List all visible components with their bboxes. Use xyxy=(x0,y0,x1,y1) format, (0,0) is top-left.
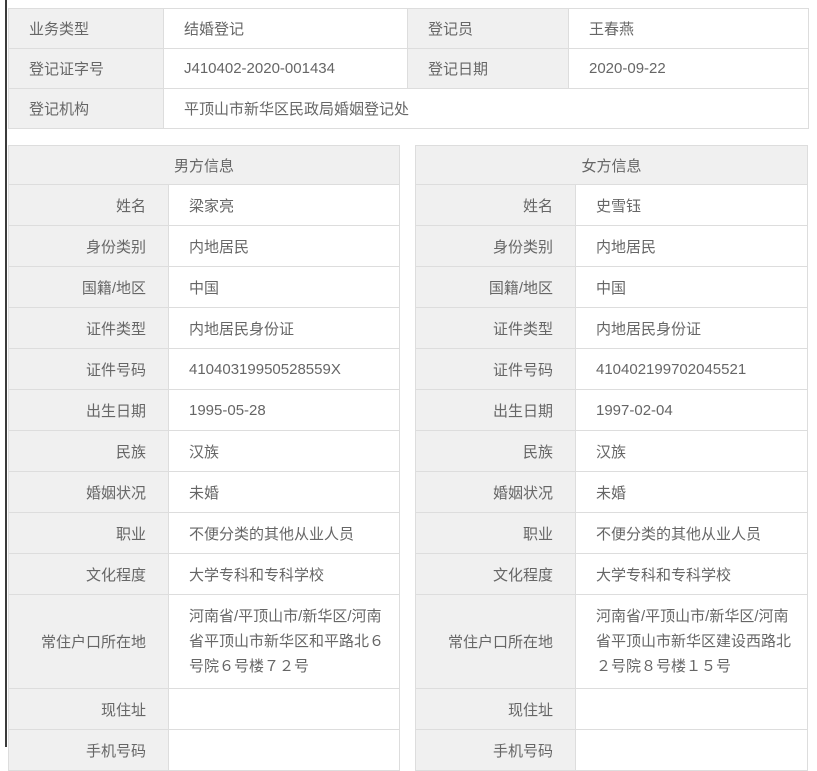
field-label-household-address: 常住户口所在地 xyxy=(415,594,576,689)
field-label-registration-office: 登记机构 xyxy=(8,88,164,129)
table-row: 婚姻状况 未婚 xyxy=(8,471,400,513)
field-label-occupation: 职业 xyxy=(8,512,169,554)
table-row: 国籍/地区 中国 xyxy=(8,266,400,308)
table-row: 姓名 梁家亮 xyxy=(8,184,400,226)
field-label-education: 文化程度 xyxy=(415,553,576,595)
field-value-registration-office: 平顶山市新华区民政局婚姻登记处 xyxy=(163,88,809,129)
field-value-marital-status: 未婚 xyxy=(575,471,808,513)
field-label-mobile-number: 手机号码 xyxy=(8,729,169,771)
field-value-household-address: 河南省/平顶山市/新华区/河南省平顶山市新华区和平路北６号院６号楼７２号 xyxy=(168,594,400,689)
field-value-certificate-no: J410402-2020-001434 xyxy=(163,48,408,89)
table-row: 登记证字号 J410402-2020-001434 登记日期 2020-09-2… xyxy=(8,48,809,89)
table-row: 文化程度 大学专科和专科学校 xyxy=(415,553,808,595)
table-row: 证件号码 41040319950528559X xyxy=(8,348,400,390)
field-value-mobile-number xyxy=(168,729,400,771)
field-label-nationality: 国籍/地区 xyxy=(415,266,576,308)
field-value-id-number: 41040319950528559X xyxy=(168,348,400,390)
field-label-current-address: 现住址 xyxy=(415,688,576,730)
table-row: 国籍/地区 中国 xyxy=(415,266,808,308)
field-label-nationality: 国籍/地区 xyxy=(8,266,169,308)
field-label-marital-status: 婚姻状况 xyxy=(8,471,169,513)
male-info-header: 男方信息 xyxy=(8,145,400,185)
table-row: 证件号码 410402199702045521 xyxy=(415,348,808,390)
field-label-id-type: 证件类型 xyxy=(8,307,169,349)
table-row: 现住址 xyxy=(8,688,400,730)
table-row: 手机号码 xyxy=(8,729,400,771)
field-value-nationality: 中国 xyxy=(575,266,808,308)
field-label-identity-category: 身份类别 xyxy=(415,225,576,267)
field-value-id-type: 内地居民身份证 xyxy=(168,307,400,349)
table-row: 业务类型 结婚登记 登记员 王春燕 xyxy=(8,8,809,49)
field-value-household-address: 河南省/平顶山市/新华区/河南省平顶山市新华区建设西路北２号院８号楼１５号 xyxy=(575,594,808,689)
field-label-id-number: 证件号码 xyxy=(415,348,576,390)
field-value-occupation: 不便分类的其他从业人员 xyxy=(575,512,808,554)
table-row: 证件类型 内地居民身份证 xyxy=(415,307,808,349)
field-label-identity-category: 身份类别 xyxy=(8,225,169,267)
table-row: 民族 汉族 xyxy=(8,430,400,472)
field-value-identity-category: 内地居民 xyxy=(575,225,808,267)
field-value-registrar: 王春燕 xyxy=(568,8,809,49)
field-label-birth-date: 出生日期 xyxy=(415,389,576,431)
field-value-education: 大学专科和专科学校 xyxy=(575,553,808,595)
field-value-ethnicity: 汉族 xyxy=(168,430,400,472)
field-value-id-number: 410402199702045521 xyxy=(575,348,808,390)
field-label-household-address: 常住户口所在地 xyxy=(8,594,169,689)
female-info-header: 女方信息 xyxy=(415,145,808,185)
field-label-marital-status: 婚姻状况 xyxy=(415,471,576,513)
table-row: 姓名 史雪钰 xyxy=(415,184,808,226)
field-label-business-type: 业务类型 xyxy=(8,8,164,49)
table-row: 常住户口所在地 河南省/平顶山市/新华区/河南省平顶山市新华区建设西路北２号院８… xyxy=(415,594,808,689)
field-label-registrar: 登记员 xyxy=(407,8,569,49)
field-value-current-address xyxy=(168,688,400,730)
female-info-table: 女方信息 姓名 史雪钰 身份类别 内地居民 国籍/地区 中国 证件类型 内地居民… xyxy=(415,145,808,771)
table-row: 身份类别 内地居民 xyxy=(8,225,400,267)
table-row: 职业 不便分类的其他从业人员 xyxy=(415,512,808,554)
field-label-education: 文化程度 xyxy=(8,553,169,595)
male-info-table: 男方信息 姓名 梁家亮 身份类别 内地居民 国籍/地区 中国 证件类型 内地居民… xyxy=(8,145,400,771)
field-label-ethnicity: 民族 xyxy=(415,430,576,472)
field-label-id-type: 证件类型 xyxy=(415,307,576,349)
field-value-registration-date: 2020-09-22 xyxy=(568,48,809,89)
table-header-row: 男方信息 xyxy=(8,145,400,185)
field-label-ethnicity: 民族 xyxy=(8,430,169,472)
field-value-identity-category: 内地居民 xyxy=(168,225,400,267)
field-value-occupation: 不便分类的其他从业人员 xyxy=(168,512,400,554)
table-header-row: 女方信息 xyxy=(415,145,808,185)
table-row: 文化程度 大学专科和专科学校 xyxy=(8,553,400,595)
table-row: 手机号码 xyxy=(415,729,808,771)
field-value-name: 史雪钰 xyxy=(575,184,808,226)
field-value-birth-date: 1997-02-04 xyxy=(575,389,808,431)
field-value-name: 梁家亮 xyxy=(168,184,400,226)
registration-summary-table: 业务类型 结婚登记 登记员 王春燕 登记证字号 J410402-2020-001… xyxy=(8,8,809,129)
table-row: 登记机构 平顶山市新华区民政局婚姻登记处 xyxy=(8,88,809,129)
field-label-occupation: 职业 xyxy=(415,512,576,554)
table-row: 出生日期 1997-02-04 xyxy=(415,389,808,431)
field-label-current-address: 现住址 xyxy=(8,688,169,730)
field-value-ethnicity: 汉族 xyxy=(575,430,808,472)
field-value-mobile-number xyxy=(575,729,808,771)
field-value-marital-status: 未婚 xyxy=(168,471,400,513)
table-row: 常住户口所在地 河南省/平顶山市/新华区/河南省平顶山市新华区和平路北６号院６号… xyxy=(8,594,400,689)
field-label-registration-date: 登记日期 xyxy=(407,48,569,89)
field-label-certificate-no: 登记证字号 xyxy=(8,48,164,89)
field-value-nationality: 中国 xyxy=(168,266,400,308)
table-row: 身份类别 内地居民 xyxy=(415,225,808,267)
field-value-birth-date: 1995-05-28 xyxy=(168,389,400,431)
table-row: 证件类型 内地居民身份证 xyxy=(8,307,400,349)
field-value-id-type: 内地居民身份证 xyxy=(575,307,808,349)
page-left-accent-line xyxy=(5,0,7,747)
table-row: 职业 不便分类的其他从业人员 xyxy=(8,512,400,554)
table-row: 出生日期 1995-05-28 xyxy=(8,389,400,431)
field-label-name: 姓名 xyxy=(415,184,576,226)
field-value-current-address xyxy=(575,688,808,730)
field-label-id-number: 证件号码 xyxy=(8,348,169,390)
field-value-education: 大学专科和专科学校 xyxy=(168,553,400,595)
table-row: 民族 汉族 xyxy=(415,430,808,472)
table-row: 婚姻状况 未婚 xyxy=(415,471,808,513)
field-value-business-type: 结婚登记 xyxy=(163,8,408,49)
field-label-birth-date: 出生日期 xyxy=(8,389,169,431)
field-label-name: 姓名 xyxy=(8,184,169,226)
field-label-mobile-number: 手机号码 xyxy=(415,729,576,771)
table-row: 现住址 xyxy=(415,688,808,730)
